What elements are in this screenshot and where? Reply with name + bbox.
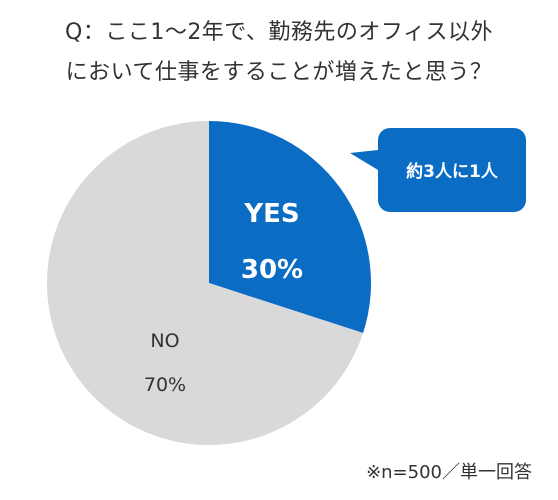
callout: 約3人に1人 [350,128,526,212]
callout-box [378,128,526,212]
slice-value-no: 70% [144,374,186,396]
pie-labels: YES 30% NO 70% [144,199,303,396]
slice-label-yes: YES [243,199,299,229]
slice-value-yes: 30% [241,255,303,285]
pie-slice-yes [209,121,371,334]
footnote: ※n=500／単一回答 [366,462,532,483]
callout-text: 約3人に1人 [406,161,499,182]
pie-slices [47,121,371,446]
pie-slice-no [47,121,364,446]
callout-pointer [350,150,378,170]
chart-title-line-2: において仕事をすることが増えたと思う？ [65,60,493,85]
chart-title-line-1: Q：ここ1～2年で、勤務先のオフィス以外 [65,20,493,45]
slice-label-no: NO [150,330,179,352]
